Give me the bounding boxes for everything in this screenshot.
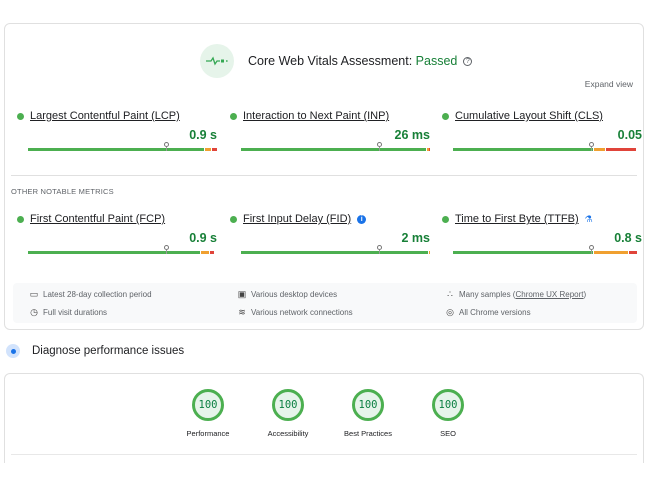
metric-value: 0.05	[617, 128, 642, 142]
chrome-ux-report-link[interactable]: Chrome UX Report	[515, 290, 584, 299]
section-divider	[11, 175, 637, 176]
info-collection-period: ▭ Latest 28-day collection period	[29, 289, 152, 299]
metric-value: 0.9 s	[189, 128, 217, 142]
calendar-icon: ▭	[29, 289, 39, 299]
metric-fcp: First Contentful Paint (FCP) 0.9 s	[17, 213, 217, 254]
metric-value: 0.8 s	[614, 231, 642, 245]
score-ring: 100	[272, 389, 304, 421]
metric-cls: Cumulative Layout Shift (CLS) 0.05	[442, 110, 642, 151]
score-ring: 100	[432, 389, 464, 421]
metric-name-link[interactable]: First Contentful Paint (FCP)	[30, 213, 166, 225]
score-gauge-best-practices[interactable]: 100 Best Practices	[328, 389, 408, 438]
score-gauge-accessibility[interactable]: 100 Accessibility	[248, 389, 328, 438]
score-ring: 100	[192, 389, 224, 421]
distribution-bar	[241, 142, 430, 151]
percentile-marker-icon	[589, 142, 594, 151]
metric-value: 26 ms	[394, 128, 430, 142]
other-metrics-heading: OTHER NOTABLE METRICS	[11, 187, 114, 196]
assessment-status: Passed	[415, 54, 458, 68]
metric-value: 2 ms	[401, 231, 431, 245]
diagnose-section-header: Diagnose performance issues	[6, 344, 184, 358]
score-label: SEO	[440, 429, 456, 438]
core-web-vitals-card: Core Web Vitals Assessment: Passed ? Exp…	[4, 23, 644, 330]
info-network: ≋ Various network connections	[238, 307, 353, 317]
score-label: Best Practices	[344, 429, 392, 438]
status-good-dot-icon	[17, 112, 24, 120]
assessment-header: Core Web Vitals Assessment: Passed ?	[200, 44, 473, 78]
info-icon[interactable]: i	[357, 214, 367, 224]
score-gauge-performance[interactable]: 100 Performance	[168, 389, 248, 438]
score-label: Accessibility	[267, 429, 309, 438]
metric-ttfb: Time to First Byte (TTFB) ⚗ 0.8 s	[442, 213, 642, 254]
assessment-title: Core Web Vitals Assessment: Passed	[248, 54, 458, 68]
experimental-flask-icon[interactable]: ⚗	[584, 213, 593, 224]
status-good-dot-icon	[17, 215, 24, 223]
metric-name-link[interactable]: Interaction to Next Paint (INP)	[243, 110, 390, 122]
lighthouse-scores-card: 100 Performance 100 Accessibility 100 Be…	[4, 373, 644, 463]
score-label: Performance	[186, 429, 230, 438]
chrome-icon: ◎	[446, 307, 454, 317]
expand-view-button[interactable]: Expand view	[584, 79, 633, 89]
section-divider	[11, 454, 637, 455]
samples-icon: ∴	[447, 289, 453, 299]
help-circle-icon[interactable]: ?	[463, 56, 473, 66]
info-devices: ▣ Various desktop devices	[237, 289, 338, 299]
score-ring: 100	[352, 389, 384, 421]
metric-name-link[interactable]: Time to First Byte (TTFB)	[455, 213, 579, 225]
devices-icon: ▣	[237, 289, 247, 299]
collection-info-panel: ▭ Latest 28-day collection period ◷ Full v…	[13, 283, 637, 323]
percentile-marker-icon	[377, 142, 382, 151]
percentile-marker-icon	[589, 245, 594, 254]
diagnose-lab-icon	[6, 344, 20, 358]
diagnose-title: Diagnose performance issues	[32, 345, 185, 357]
distribution-bar	[453, 245, 642, 254]
info-visit-durations: ◷ Full visit durations	[30, 307, 108, 317]
distribution-bar	[28, 142, 217, 151]
metric-inp: Interaction to Next Paint (INP) 26 ms	[230, 110, 430, 151]
score-gauge-seo[interactable]: 100 SEO	[408, 389, 488, 438]
metric-lcp: Largest Contentful Paint (LCP) 0.9 s	[17, 110, 217, 151]
status-good-dot-icon	[230, 215, 237, 223]
network-icon: ≋	[238, 307, 246, 317]
status-good-dot-icon	[230, 112, 237, 120]
info-samples: ∴ Many samples (Chrome UX Report)	[445, 289, 586, 300]
info-chrome-versions: ◎ All Chrome versions	[446, 307, 531, 317]
metric-name-link[interactable]: Cumulative Layout Shift (CLS)	[455, 110, 603, 122]
percentile-marker-icon	[164, 142, 169, 151]
status-good-dot-icon	[442, 112, 449, 120]
distribution-bar	[453, 142, 642, 151]
percentile-marker-icon	[377, 245, 382, 254]
distribution-bar	[241, 245, 430, 254]
vitals-pulse-icon	[200, 44, 234, 78]
metric-name-link[interactable]: Largest Contentful Paint (LCP)	[30, 110, 180, 122]
metric-fid: First Input Delay (FID) i 2 ms	[230, 213, 430, 254]
metric-value: 0.9 s	[189, 231, 217, 245]
percentile-marker-icon	[164, 245, 169, 254]
distribution-bar	[28, 245, 217, 254]
timer-icon: ◷	[30, 307, 38, 317]
metric-name-link[interactable]: First Input Delay (FID)	[243, 213, 352, 225]
status-good-dot-icon	[442, 215, 449, 223]
